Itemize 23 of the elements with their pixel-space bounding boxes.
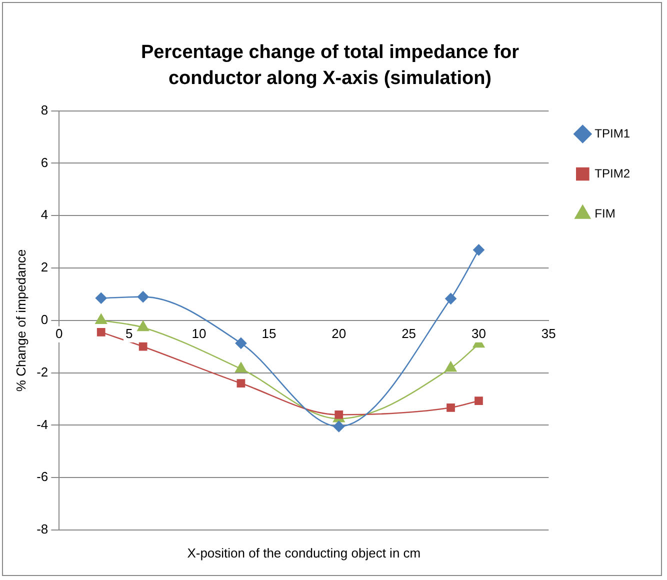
x-tick-label: 25 xyxy=(402,326,416,341)
x-tick-label: 30 xyxy=(472,326,486,341)
x-tick-label: 0 xyxy=(56,326,63,341)
y-tick-label: 4 xyxy=(40,207,48,222)
chart-title: Percentage change of total impedance for conductor along X-axis (simulation) xyxy=(140,41,520,91)
legend-label: TPIM1 xyxy=(594,126,630,140)
legend-label: TPIM2 xyxy=(594,166,630,180)
x-tick-label: 35 xyxy=(541,326,556,341)
y-tick-label: -4 xyxy=(36,416,48,432)
x-tick-label: 10 xyxy=(192,326,206,341)
y-axis-title: % Change of impedance xyxy=(13,249,28,392)
x-tick-label: 20 xyxy=(332,326,346,341)
y-tick-label: -2 xyxy=(36,364,48,380)
y-tick-label: 0 xyxy=(40,312,48,327)
x-tick-label: 5 xyxy=(125,326,133,341)
y-tick-label: -8 xyxy=(36,522,48,537)
x-tick-label: 15 xyxy=(262,326,276,341)
y-tick-label: 8 xyxy=(40,102,48,118)
legend-label: FIM xyxy=(594,206,616,220)
y-tick-label: 2 xyxy=(40,260,48,275)
y-tick-label: -6 xyxy=(36,469,48,484)
y-tick-label: 6 xyxy=(40,154,48,170)
x-axis-title: X-position of the conducting object in cm xyxy=(187,546,421,561)
